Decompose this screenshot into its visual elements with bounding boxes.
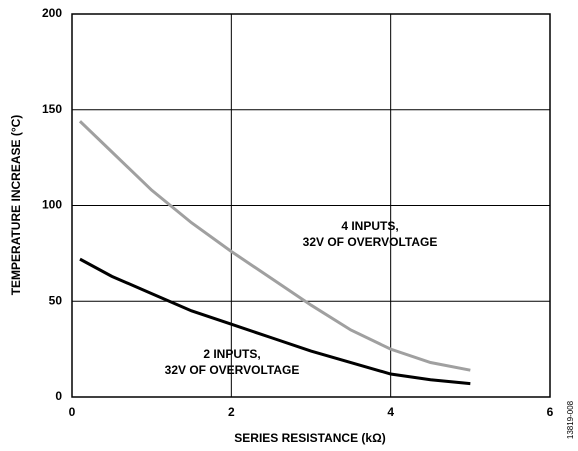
y-tick-label: 50 xyxy=(49,293,63,307)
series-label: 4 INPUTS, xyxy=(341,219,398,233)
x-tick-label: 2 xyxy=(228,405,235,419)
y-tick-label: 0 xyxy=(55,389,62,403)
x-tick-label: 4 xyxy=(387,405,394,419)
series-line xyxy=(78,120,471,372)
x-tick-label: 0 xyxy=(69,405,76,419)
series-line xyxy=(79,257,471,386)
x-axis-label: SERIES RESISTANCE (kΩ) xyxy=(234,431,385,445)
plot-frame xyxy=(71,13,551,398)
series-label: 32V OF OVERVOLTAGE xyxy=(303,235,438,249)
y-tick-label: 200 xyxy=(42,6,62,20)
y-tick-label: 100 xyxy=(42,198,62,212)
series-label: 32V OF OVERVOLTAGE xyxy=(165,363,300,377)
series-label: 2 INPUTS, xyxy=(203,347,260,361)
x-tick-label: 6 xyxy=(547,405,554,419)
y-tick-label: 150 xyxy=(42,102,62,116)
figure-id: 13819-008 xyxy=(566,400,575,439)
y-axis-label: TEMPERATURE INCREASE (°C) xyxy=(9,115,23,296)
